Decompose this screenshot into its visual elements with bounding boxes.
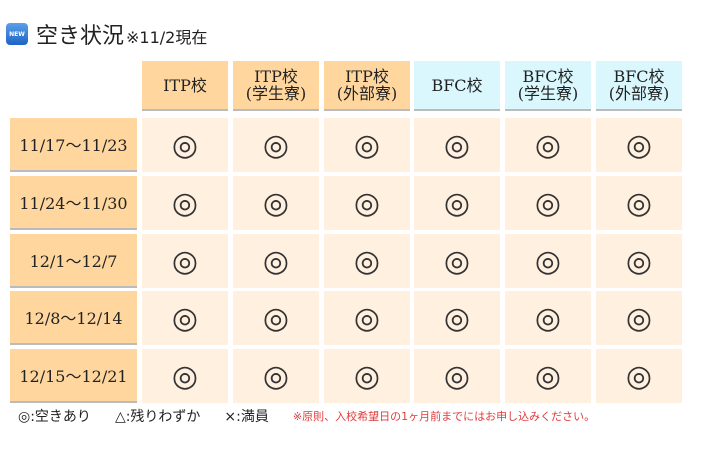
availability-cell: ◎ (324, 234, 410, 288)
availability-mark: ◎ (171, 243, 199, 279)
column-header-dorm: (学生寮) (245, 84, 307, 103)
availability-mark: ◎ (443, 300, 471, 336)
availability-mark: ◎ (443, 358, 471, 394)
availability-cell: ◎ (505, 234, 591, 288)
availability-mark: ◎ (534, 127, 562, 163)
new-badge-icon: NEW (6, 23, 28, 45)
availability-mark: ◎ (262, 243, 290, 279)
availability-cell: ◎ (142, 349, 228, 403)
column-header: ITP校 (外部寮) (324, 61, 410, 111)
column-header-name: BFC校 (522, 67, 574, 86)
availability-mark: ◎ (262, 127, 290, 163)
legend-full: ×:満員 (224, 409, 269, 425)
availability-cell: ◎ (414, 291, 500, 345)
availability-cell: ◎ (142, 176, 228, 230)
availability-mark: ◎ (171, 358, 199, 394)
availability-cell: ◎ (233, 118, 319, 172)
legend-few: △:残りわずか (114, 409, 201, 425)
row-period-label: 12/1～12/7 (10, 234, 137, 288)
column-header-dorm: (外部寮) (336, 84, 398, 103)
availability-cell: ◎ (414, 118, 500, 172)
availability-mark: ◎ (171, 300, 199, 336)
row-period-label: 12/8～12/14 (10, 291, 137, 345)
availability-mark: ◎ (353, 243, 381, 279)
availability-mark: ◎ (625, 358, 653, 394)
page-title: 空き状況 (36, 24, 125, 49)
availability-cell: ◎ (142, 118, 228, 172)
availability-cell: ◎ (596, 234, 682, 288)
availability-cell: ◎ (596, 118, 682, 172)
row-period-label: 12/15～12/21 (10, 349, 137, 403)
availability-cell: ◎ (414, 234, 500, 288)
title-row: NEW 空き状況 ※11/2現在 (6, 20, 208, 49)
column-header-dorm: (学生寮) (517, 84, 579, 103)
column-header: ITP校 (学生寮) (233, 61, 319, 111)
availability-mark: ◎ (262, 358, 290, 394)
column-header: ITP校 (142, 61, 228, 111)
availability-mark: ◎ (353, 127, 381, 163)
availability-cell: ◎ (505, 118, 591, 172)
availability-cell: ◎ (596, 176, 682, 230)
availability-cell: ◎ (324, 291, 410, 345)
availability-cell: ◎ (596, 291, 682, 345)
availability-cell: ◎ (414, 349, 500, 403)
availability-mark: ◎ (625, 185, 653, 221)
availability-mark: ◎ (534, 185, 562, 221)
column-header-name: BFC校 (431, 75, 483, 95)
availability-cell: ◎ (596, 349, 682, 403)
column-header-name: ITP校 (163, 75, 207, 95)
availability-cell: ◎ (324, 176, 410, 230)
availability-cell: ◎ (142, 234, 228, 288)
row-period-label: 11/24～11/30 (10, 176, 137, 230)
legend-available: ◎:空きあり (18, 409, 91, 425)
availability-cell: ◎ (414, 176, 500, 230)
column-header-name: BFC校 (613, 67, 665, 86)
availability-mark: ◎ (353, 300, 381, 336)
column-header-dorm: (外部寮) (608, 84, 670, 103)
availability-mark: ◎ (262, 300, 290, 336)
availability-mark: ◎ (534, 358, 562, 394)
availability-mark: ◎ (262, 185, 290, 221)
availability-mark: ◎ (353, 358, 381, 394)
column-header-name: ITP校 (254, 67, 298, 86)
availability-cell: ◎ (233, 349, 319, 403)
availability-mark: ◎ (353, 185, 381, 221)
availability-cell: ◎ (233, 234, 319, 288)
availability-mark: ◎ (625, 300, 653, 336)
availability-mark: ◎ (443, 243, 471, 279)
availability-cell: ◎ (233, 291, 319, 345)
availability-mark: ◎ (534, 300, 562, 336)
availability-cell: ◎ (142, 291, 228, 345)
legend: ◎:空きあり △:残りわずか ×:満員 ※原則、入校希望日の1ヶ月前までにはお申… (18, 405, 595, 427)
column-header: BFC校 (外部寮) (596, 61, 682, 111)
availability-cell: ◎ (233, 176, 319, 230)
availability-cell: ◎ (505, 291, 591, 345)
legend-note: ※原則、入校希望日の1ヶ月前までにはお申し込みください。 (292, 410, 596, 423)
availability-cell: ◎ (505, 349, 591, 403)
availability-mark: ◎ (443, 127, 471, 163)
availability-cell: ◎ (324, 349, 410, 403)
column-header-name: ITP校 (345, 67, 389, 86)
column-header: BFC校 (学生寮) (505, 61, 591, 111)
availability-mark: ◎ (625, 127, 653, 163)
availability-mark: ◎ (625, 243, 653, 279)
title-date-note: ※11/2現在 (126, 28, 208, 47)
availability-cell: ◎ (505, 176, 591, 230)
availability-mark: ◎ (534, 243, 562, 279)
column-header: BFC校 (414, 61, 500, 111)
availability-mark: ◎ (171, 127, 199, 163)
row-period-label: 11/17～11/23 (10, 118, 137, 172)
availability-mark: ◎ (171, 185, 199, 221)
availability-cell: ◎ (324, 118, 410, 172)
availability-mark: ◎ (443, 185, 471, 221)
